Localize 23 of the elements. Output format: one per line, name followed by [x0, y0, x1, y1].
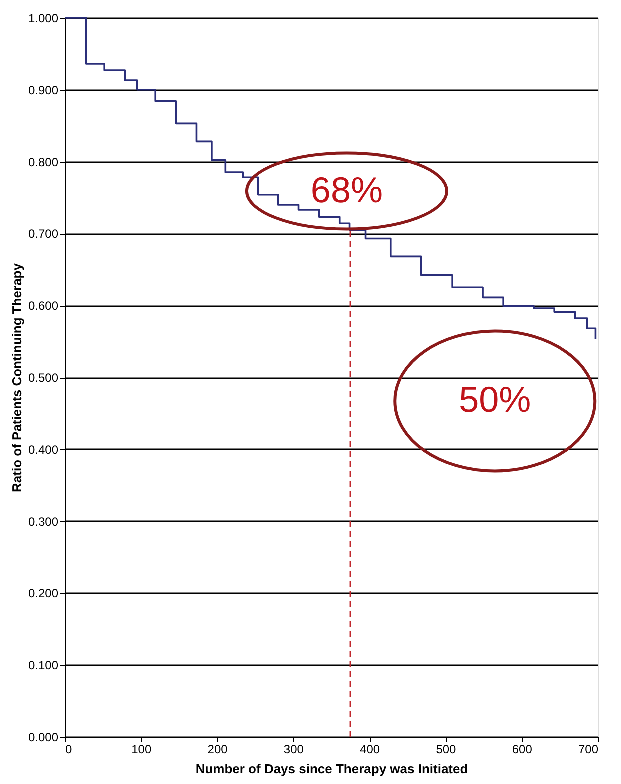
x-tick-label: 700	[578, 742, 599, 756]
x-tick-label: 300	[284, 742, 304, 756]
x-tick-label: 200	[208, 742, 228, 756]
y-tick-label: 0.400	[28, 442, 59, 457]
y-axis-title: Ratio of Patients Continuing Therapy	[9, 262, 24, 492]
x-tick-label: 0	[66, 742, 72, 756]
y-tick-label: 0.800	[28, 155, 59, 170]
x-tick-label: 400	[360, 742, 380, 756]
y-tick-label: 1.000	[28, 12, 59, 26]
annotation: 68%	[310, 169, 383, 210]
x-tick-label: 500	[436, 742, 457, 756]
y-tick-label: 0.000	[28, 730, 59, 744]
y-tick-label: 0.500	[28, 371, 59, 385]
annotation: 50%	[459, 379, 532, 420]
x-tick-label: 600	[512, 742, 533, 756]
y-tick-label: 0.600	[28, 299, 59, 314]
y-tick-label: 0.100	[28, 658, 59, 673]
x-tick-label: 100	[132, 742, 152, 756]
y-tick-label: 0.200	[28, 586, 59, 601]
y-tick-label: 0.700	[28, 227, 59, 242]
x-axis-title: Number of Days since Therapy was Initiated	[196, 762, 468, 776]
y-tick-label: 0.900	[28, 83, 59, 98]
y-tick-label: 0.300	[28, 514, 59, 529]
